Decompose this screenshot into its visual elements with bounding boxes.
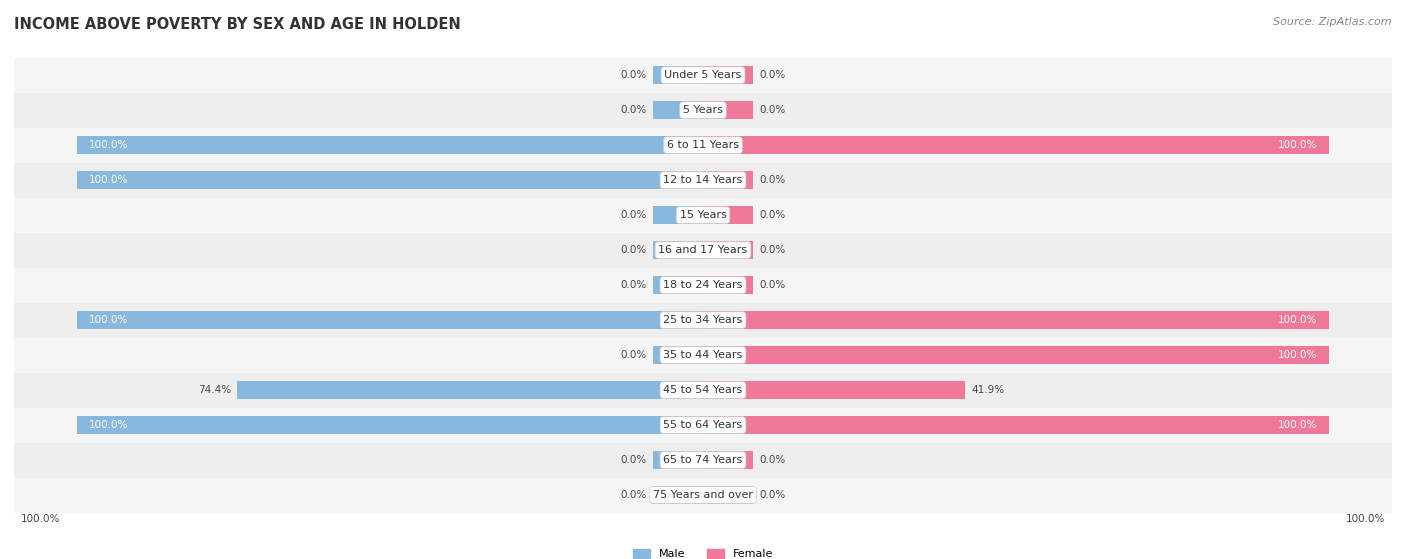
Text: 45 to 54 Years: 45 to 54 Years bbox=[664, 385, 742, 395]
Bar bbox=[14, 127, 1392, 163]
Bar bbox=[703, 101, 754, 119]
Bar bbox=[703, 206, 754, 224]
Bar bbox=[14, 477, 1392, 513]
Text: 25 to 34 Years: 25 to 34 Years bbox=[664, 315, 742, 325]
Bar bbox=[652, 101, 703, 119]
Bar bbox=[14, 163, 1392, 198]
Bar bbox=[77, 311, 703, 329]
Text: INCOME ABOVE POVERTY BY SEX AND AGE IN HOLDEN: INCOME ABOVE POVERTY BY SEX AND AGE IN H… bbox=[14, 17, 461, 32]
Text: 100.0%: 100.0% bbox=[89, 315, 128, 325]
Bar bbox=[703, 486, 754, 504]
Text: 0.0%: 0.0% bbox=[620, 350, 647, 360]
Text: 18 to 24 Years: 18 to 24 Years bbox=[664, 280, 742, 290]
Bar bbox=[14, 233, 1392, 268]
Text: 100.0%: 100.0% bbox=[89, 140, 128, 150]
Text: 0.0%: 0.0% bbox=[620, 105, 647, 115]
Text: 41.9%: 41.9% bbox=[972, 385, 1005, 395]
Text: 100.0%: 100.0% bbox=[20, 514, 59, 524]
Text: 0.0%: 0.0% bbox=[759, 280, 786, 290]
Text: 0.0%: 0.0% bbox=[759, 245, 786, 255]
Text: 100.0%: 100.0% bbox=[89, 175, 128, 185]
Bar bbox=[652, 346, 703, 364]
Text: 5 Years: 5 Years bbox=[683, 105, 723, 115]
Bar bbox=[14, 338, 1392, 372]
Text: 0.0%: 0.0% bbox=[759, 105, 786, 115]
Bar bbox=[703, 276, 754, 294]
Bar bbox=[14, 93, 1392, 127]
Text: 100.0%: 100.0% bbox=[1278, 420, 1317, 430]
Bar bbox=[14, 408, 1392, 443]
Text: 0.0%: 0.0% bbox=[620, 70, 647, 80]
Bar bbox=[652, 451, 703, 469]
Bar bbox=[703, 311, 1329, 329]
Text: 75 Years and over: 75 Years and over bbox=[652, 490, 754, 500]
Text: 0.0%: 0.0% bbox=[759, 490, 786, 500]
Text: 0.0%: 0.0% bbox=[620, 455, 647, 465]
Legend: Male, Female: Male, Female bbox=[628, 544, 778, 559]
Bar bbox=[703, 241, 754, 259]
Text: 55 to 64 Years: 55 to 64 Years bbox=[664, 420, 742, 430]
Bar bbox=[652, 486, 703, 504]
Bar bbox=[652, 66, 703, 84]
Text: 100.0%: 100.0% bbox=[89, 420, 128, 430]
Text: 100.0%: 100.0% bbox=[1278, 350, 1317, 360]
Bar bbox=[703, 416, 1329, 434]
Bar bbox=[703, 66, 754, 84]
Text: 0.0%: 0.0% bbox=[620, 490, 647, 500]
Bar bbox=[703, 381, 966, 399]
Text: 0.0%: 0.0% bbox=[759, 70, 786, 80]
Bar bbox=[14, 198, 1392, 233]
Bar bbox=[77, 136, 703, 154]
Text: 6 to 11 Years: 6 to 11 Years bbox=[666, 140, 740, 150]
Text: 100.0%: 100.0% bbox=[1278, 315, 1317, 325]
Text: Under 5 Years: Under 5 Years bbox=[665, 70, 741, 80]
Text: 100.0%: 100.0% bbox=[1347, 514, 1386, 524]
Text: 0.0%: 0.0% bbox=[620, 210, 647, 220]
Text: 0.0%: 0.0% bbox=[759, 455, 786, 465]
Bar bbox=[14, 58, 1392, 93]
Bar bbox=[652, 206, 703, 224]
Text: 100.0%: 100.0% bbox=[1278, 140, 1317, 150]
Text: Source: ZipAtlas.com: Source: ZipAtlas.com bbox=[1274, 17, 1392, 27]
Text: 0.0%: 0.0% bbox=[620, 280, 647, 290]
Bar bbox=[652, 241, 703, 259]
Bar bbox=[703, 136, 1329, 154]
Bar bbox=[238, 381, 703, 399]
Bar bbox=[77, 171, 703, 189]
Text: 0.0%: 0.0% bbox=[759, 175, 786, 185]
Bar bbox=[703, 451, 754, 469]
Bar bbox=[77, 416, 703, 434]
Bar bbox=[14, 443, 1392, 477]
Text: 15 Years: 15 Years bbox=[679, 210, 727, 220]
Bar bbox=[703, 171, 754, 189]
Text: 35 to 44 Years: 35 to 44 Years bbox=[664, 350, 742, 360]
Text: 12 to 14 Years: 12 to 14 Years bbox=[664, 175, 742, 185]
Text: 74.4%: 74.4% bbox=[198, 385, 231, 395]
Text: 65 to 74 Years: 65 to 74 Years bbox=[664, 455, 742, 465]
Bar bbox=[14, 302, 1392, 338]
Bar bbox=[703, 346, 1329, 364]
Bar bbox=[14, 268, 1392, 302]
Text: 0.0%: 0.0% bbox=[620, 245, 647, 255]
Bar bbox=[652, 276, 703, 294]
Bar bbox=[14, 372, 1392, 408]
Text: 16 and 17 Years: 16 and 17 Years bbox=[658, 245, 748, 255]
Text: 0.0%: 0.0% bbox=[759, 210, 786, 220]
